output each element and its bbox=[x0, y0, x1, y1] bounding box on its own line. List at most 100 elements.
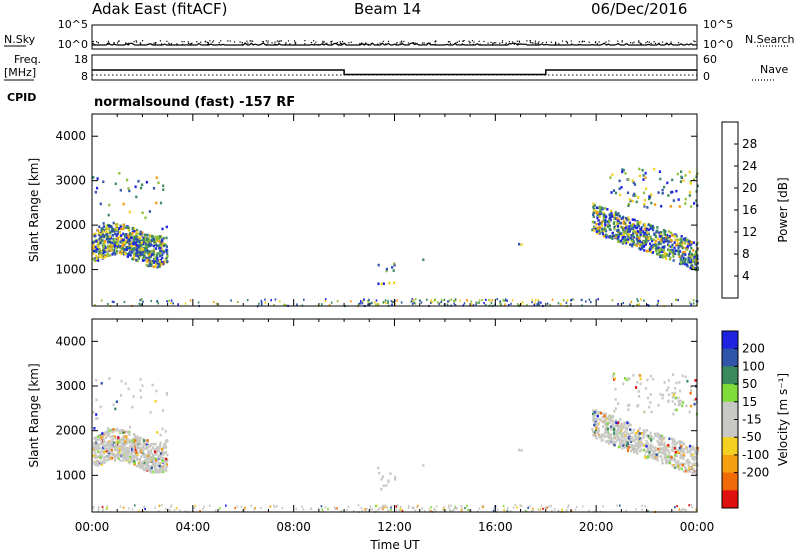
velocity-cell bbox=[614, 398, 617, 401]
velocity-cell bbox=[632, 439, 635, 443]
velocity-cell bbox=[148, 460, 151, 463]
power-cell bbox=[667, 230, 670, 233]
velocity-cell bbox=[142, 468, 145, 472]
velocity-cell bbox=[684, 375, 687, 379]
power-cell bbox=[144, 216, 147, 220]
velocity-cell bbox=[674, 408, 677, 412]
noise-series-nsearch-point bbox=[207, 43, 209, 45]
velocity-cell bbox=[122, 459, 125, 462]
x-tick-label: 00:00 bbox=[75, 520, 110, 534]
power-cell bbox=[651, 239, 654, 243]
velocity-cell bbox=[506, 509, 509, 512]
velocity-cell bbox=[166, 439, 169, 443]
power-cell bbox=[132, 227, 135, 230]
velocity-cell bbox=[139, 449, 142, 453]
noise-series-nsearch-point bbox=[471, 40, 474, 42]
power-cell bbox=[130, 234, 133, 237]
power-cell bbox=[690, 303, 692, 306]
power-cell bbox=[598, 232, 601, 235]
power-cell bbox=[156, 265, 159, 269]
velocity-cell bbox=[353, 510, 355, 513]
velocity-cell bbox=[254, 507, 257, 510]
power-cell bbox=[690, 241, 693, 244]
velocity-cell bbox=[142, 464, 145, 467]
power-cell bbox=[107, 213, 110, 217]
power-cell bbox=[628, 228, 631, 231]
noise-series-nsearch-point bbox=[334, 43, 337, 45]
velocity-cell bbox=[146, 457, 149, 461]
velocity-cell bbox=[615, 439, 618, 442]
power-cell bbox=[637, 299, 639, 303]
power-cell bbox=[111, 248, 114, 252]
noise-series-nsearch-point bbox=[275, 44, 277, 46]
velocity-cell bbox=[394, 475, 397, 479]
power-cell bbox=[675, 234, 678, 238]
power-cell bbox=[149, 242, 152, 245]
power-cell bbox=[98, 251, 101, 254]
velocity-cell bbox=[429, 509, 431, 512]
power-cell bbox=[622, 222, 625, 225]
velocity-cell bbox=[163, 469, 166, 472]
power-cell bbox=[166, 260, 169, 263]
power-cell bbox=[681, 246, 684, 250]
velocity-cell bbox=[162, 470, 165, 474]
velocity-cell bbox=[619, 444, 622, 447]
velocity-cell bbox=[193, 506, 196, 509]
velocity-cell bbox=[360, 506, 363, 509]
velocity-cell bbox=[600, 439, 603, 442]
velocity-cell bbox=[685, 459, 688, 463]
power-cell bbox=[688, 194, 691, 197]
power-cell bbox=[426, 298, 428, 301]
power-cell bbox=[682, 179, 685, 182]
velocity-cell bbox=[99, 456, 102, 459]
power-cell bbox=[105, 238, 108, 241]
power-cell bbox=[668, 258, 671, 261]
noise-series-nsearch-point bbox=[594, 42, 597, 44]
velocity-cell bbox=[694, 455, 697, 459]
power-cell bbox=[609, 176, 612, 179]
power-cell bbox=[447, 300, 449, 303]
power-cell bbox=[133, 235, 136, 239]
velocity-cell bbox=[119, 459, 122, 462]
power-cell bbox=[680, 257, 683, 260]
velocity-cell bbox=[184, 510, 187, 513]
power-cell bbox=[617, 213, 620, 216]
power-cell bbox=[657, 191, 660, 194]
power-cell bbox=[107, 223, 110, 227]
velocity-cell bbox=[126, 449, 129, 452]
noise-series-nsearch-point bbox=[338, 43, 340, 46]
velocity-cell bbox=[655, 455, 659, 459]
power-cell bbox=[650, 237, 653, 241]
velocity-cell bbox=[145, 464, 148, 468]
power-cell bbox=[135, 258, 138, 262]
power-cell bbox=[104, 246, 107, 249]
velocity-cell bbox=[675, 442, 678, 445]
power-cell bbox=[657, 253, 660, 256]
power-cell bbox=[629, 227, 632, 231]
power-cell bbox=[639, 228, 642, 231]
power-cell bbox=[135, 235, 138, 238]
power-cell bbox=[692, 241, 695, 244]
velocity-cell bbox=[451, 510, 454, 513]
velocity-cell bbox=[507, 506, 509, 510]
velocity-cell bbox=[540, 504, 543, 507]
power-cell bbox=[159, 236, 162, 239]
noise-series-nsearch-point bbox=[367, 43, 370, 46]
noise-series-nsearch-point bbox=[423, 42, 425, 44]
power-cell bbox=[99, 202, 102, 206]
power-cell bbox=[510, 302, 512, 305]
cpid-label: CPID bbox=[7, 91, 36, 104]
velocity-cell bbox=[159, 470, 162, 473]
velocity-cell bbox=[399, 508, 402, 511]
noise-series-nsearch-point bbox=[571, 43, 573, 45]
velocity-cell bbox=[109, 435, 112, 439]
power-cell bbox=[135, 195, 138, 199]
noise-series-nsearch-point bbox=[285, 42, 287, 44]
power-cell bbox=[488, 298, 490, 302]
velocity-cell bbox=[114, 407, 117, 411]
noise-series-nsearch-point bbox=[429, 42, 431, 44]
velocity-cell bbox=[685, 469, 688, 473]
noise-series-nsearch-point bbox=[595, 41, 597, 43]
power-cell bbox=[92, 252, 95, 255]
power-cell bbox=[148, 210, 151, 213]
